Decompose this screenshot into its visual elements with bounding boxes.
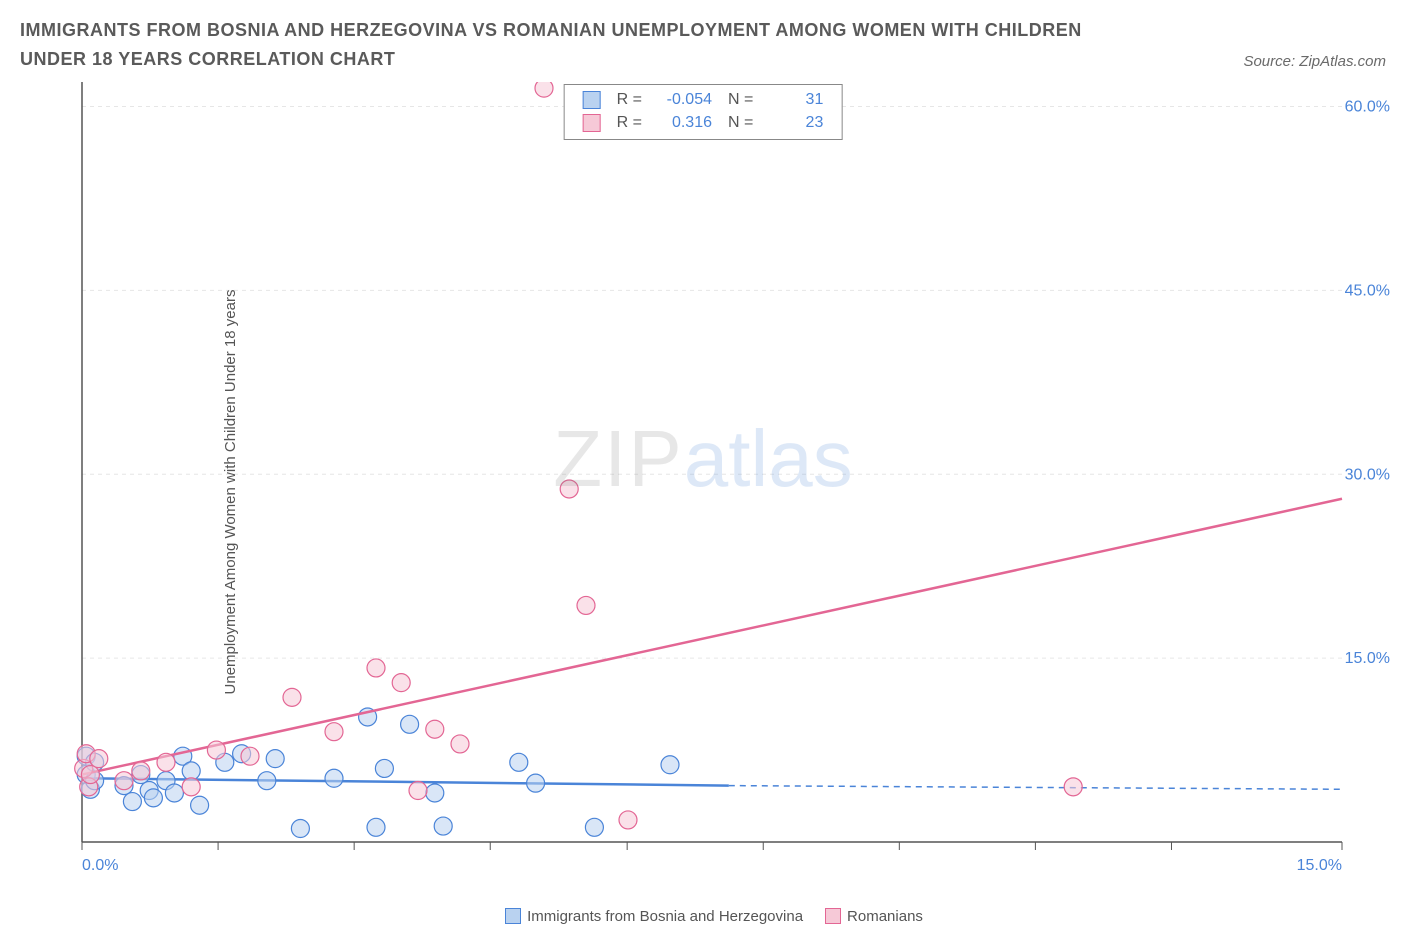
chart-container: Unemployment Among Women with Children U… xyxy=(20,82,1386,902)
source-label: Source: ZipAtlas.com xyxy=(1243,53,1386,74)
svg-text:30.0%: 30.0% xyxy=(1345,466,1390,483)
svg-text:15.0%: 15.0% xyxy=(1345,650,1390,667)
svg-text:0.0%: 0.0% xyxy=(82,857,118,874)
svg-text:45.0%: 45.0% xyxy=(1345,282,1390,299)
stats-legend: R =-0.054N =31R =0.316N =23 xyxy=(564,84,843,140)
svg-text:60.0%: 60.0% xyxy=(1345,98,1390,115)
legend-label: Immigrants from Bosnia and Herzegovina xyxy=(527,908,803,925)
series-legend: Immigrants from Bosnia and Herzegovina Ro… xyxy=(20,908,1386,925)
svg-text:15.0%: 15.0% xyxy=(1297,857,1342,874)
chart-title: IMMIGRANTS FROM BOSNIA AND HERZEGOVINA V… xyxy=(20,16,1140,74)
y-axis-label: Unemployment Among Women with Children U… xyxy=(222,289,239,694)
legend-label: Romanians xyxy=(847,908,923,925)
